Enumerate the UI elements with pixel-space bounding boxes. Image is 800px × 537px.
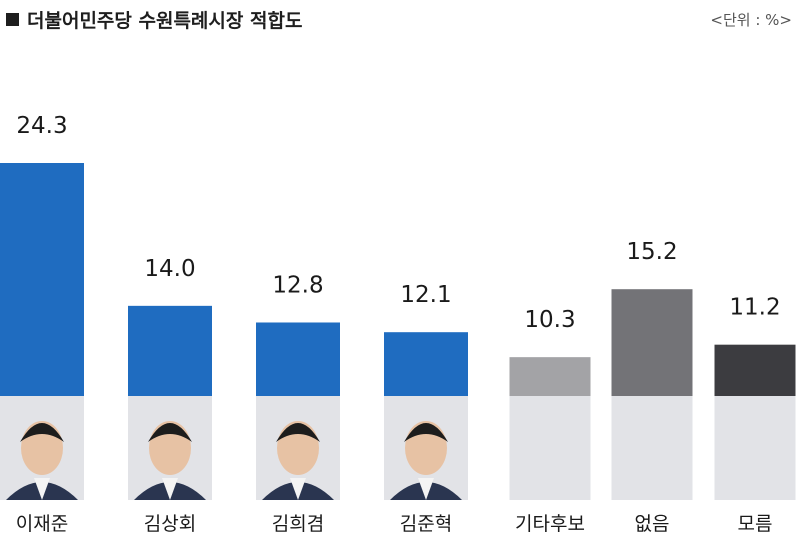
chart-title: 더불어민주당 수원특례시장 적합도 [6,6,302,33]
chart-title-text: 더불어민주당 수원특례시장 적합도 [27,10,303,32]
bar [0,163,84,396]
bar-lower-panel [509,396,591,500]
value-label: 15.2 [626,239,677,265]
bar-group: 10.3 기타후보 [509,307,591,535]
title-square-icon [6,13,19,26]
bar [128,305,212,396]
category-label: 기타후보 [515,513,585,535]
candidate-portrait-icon [134,421,206,500]
value-label: 24.3 [16,113,67,139]
bar [384,332,468,396]
bar-group: 11.2 모름 [714,295,796,535]
bar [714,344,796,396]
value-label: 10.3 [524,307,575,333]
bar [256,322,340,396]
candidate-portrait-icon [390,421,462,500]
value-label: 11.2 [729,295,780,321]
bar-lower-panel [611,396,693,500]
bar-lower-panel [714,396,796,500]
bar [611,289,693,396]
candidate-portrait-icon [6,421,78,500]
bar-group: 24.3 이재준 [0,113,84,535]
bar-group: 12.1 김준혁 [384,282,468,535]
category-label: 김준혁 [400,513,452,535]
unit-label: <단위 : %> [710,11,792,29]
bar [509,357,591,396]
category-label: 없음 [635,513,670,535]
category-label: 김희겸 [272,513,324,535]
bar-group: 15.2 없음 [611,239,693,535]
category-label: 모름 [738,513,773,535]
candidate-portrait-icon [262,421,334,500]
value-label: 12.8 [272,272,323,298]
value-label: 14.0 [144,256,195,282]
category-label: 이재준 [16,513,68,535]
value-label: 12.1 [400,282,451,308]
category-label: 김상회 [144,513,196,535]
bar-group: 14.0 김상회 [128,256,212,535]
bar-group: 12.8 김희겸 [256,272,340,535]
